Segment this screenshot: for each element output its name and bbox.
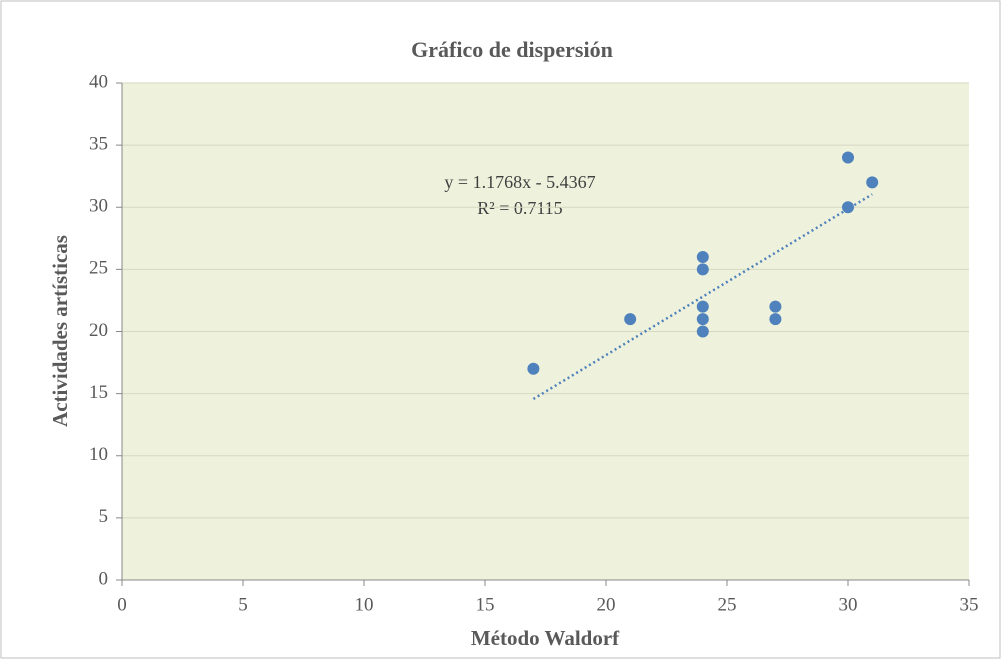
x-tick-label: 20 [597,594,616,615]
point [842,201,854,214]
y-tick-label: 15 [89,382,108,403]
point [769,300,782,313]
y-axis-title: Actividades artísticas [48,235,72,427]
point [696,263,709,276]
point [696,250,709,263]
point [769,313,782,326]
x-tick-label: 30 [839,594,858,615]
y-tick-label: 10 [89,444,108,465]
trendline-equation: y = 1.1768x - 5.4367 [444,172,595,192]
x-tick-label: 25 [718,594,737,615]
y-tick-label: 40 [89,71,108,92]
y-tick-label: 0 [99,568,109,589]
y-tick-label: 5 [99,506,109,527]
point [527,362,540,375]
point [866,176,879,189]
y-tick-label: 20 [89,320,108,341]
y-tick-label: 30 [89,196,108,217]
point [624,313,637,326]
x-tick-label: 0 [117,594,127,615]
point [842,151,854,164]
x-tick-label: 35 [960,594,979,615]
x-tick-label: 15 [476,594,495,615]
trendline [532,193,873,401]
trendline-r2: R² = 0.7115 [477,198,562,218]
y-tick-label: 35 [89,133,108,154]
point [696,300,709,313]
x-tick-label: 10 [355,594,374,615]
x-axis-title: Método Waldorf [471,626,620,650]
chart-title: Gráfico de dispersión [411,37,613,62]
point [696,313,709,326]
y-tick-label: 25 [89,258,108,279]
x-tick-label: 5 [238,594,248,615]
point [696,325,709,338]
